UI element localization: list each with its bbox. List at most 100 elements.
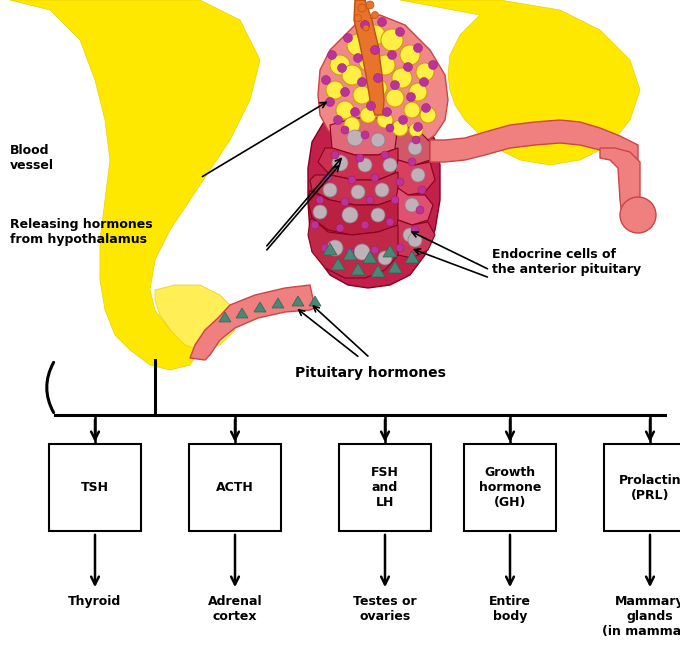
Circle shape	[369, 79, 387, 97]
FancyBboxPatch shape	[189, 444, 281, 531]
Circle shape	[361, 221, 369, 229]
Circle shape	[396, 244, 404, 252]
Circle shape	[413, 122, 422, 132]
Circle shape	[360, 20, 369, 29]
Circle shape	[428, 60, 437, 69]
Circle shape	[347, 34, 369, 56]
Polygon shape	[219, 312, 231, 322]
Polygon shape	[272, 298, 284, 308]
Circle shape	[371, 208, 385, 222]
Circle shape	[408, 141, 422, 155]
Circle shape	[367, 102, 375, 111]
Circle shape	[375, 55, 395, 75]
Polygon shape	[330, 118, 398, 155]
Circle shape	[354, 54, 362, 62]
Circle shape	[377, 18, 386, 26]
Circle shape	[396, 28, 405, 37]
Polygon shape	[190, 285, 315, 360]
Text: Thyroid: Thyroid	[69, 595, 122, 608]
Polygon shape	[354, 0, 384, 115]
Circle shape	[313, 205, 327, 219]
Circle shape	[390, 81, 400, 90]
Circle shape	[326, 81, 344, 99]
Polygon shape	[395, 125, 430, 165]
Polygon shape	[600, 148, 640, 215]
Polygon shape	[395, 160, 435, 195]
Circle shape	[418, 186, 426, 194]
Circle shape	[382, 107, 392, 117]
Polygon shape	[400, 0, 640, 165]
Circle shape	[337, 64, 347, 73]
FancyBboxPatch shape	[49, 444, 141, 531]
Text: Releasing hormones
from hypothalamus: Releasing hormones from hypothalamus	[10, 218, 152, 246]
Circle shape	[378, 251, 392, 265]
FancyBboxPatch shape	[464, 444, 556, 531]
Circle shape	[342, 207, 358, 223]
Circle shape	[396, 178, 404, 186]
Circle shape	[365, 25, 385, 45]
Circle shape	[388, 50, 396, 60]
Polygon shape	[10, 0, 260, 370]
Circle shape	[411, 226, 419, 234]
Circle shape	[326, 98, 335, 107]
Polygon shape	[308, 218, 398, 278]
Circle shape	[371, 174, 379, 182]
Circle shape	[358, 4, 366, 12]
Circle shape	[409, 123, 423, 137]
Text: Testes or
ovaries: Testes or ovaries	[353, 595, 417, 623]
Circle shape	[360, 107, 376, 123]
Polygon shape	[318, 148, 398, 180]
Text: Blood
vessel: Blood vessel	[10, 144, 54, 172]
Circle shape	[353, 86, 371, 104]
Circle shape	[341, 88, 350, 96]
Polygon shape	[371, 265, 385, 277]
Circle shape	[386, 89, 404, 107]
Circle shape	[371, 133, 385, 147]
Circle shape	[358, 158, 372, 172]
Circle shape	[341, 126, 349, 134]
Circle shape	[375, 183, 389, 197]
Circle shape	[392, 68, 412, 88]
Text: Adrenal
cortex: Adrenal cortex	[207, 595, 262, 623]
Polygon shape	[395, 188, 433, 225]
Circle shape	[420, 77, 428, 86]
Circle shape	[371, 246, 379, 254]
Circle shape	[332, 155, 348, 171]
Circle shape	[386, 124, 394, 132]
Circle shape	[328, 50, 337, 60]
Circle shape	[343, 33, 352, 43]
Text: Entire
body: Entire body	[489, 595, 531, 623]
Circle shape	[408, 233, 422, 247]
Polygon shape	[388, 261, 402, 273]
Circle shape	[381, 151, 389, 159]
Circle shape	[311, 221, 319, 229]
Polygon shape	[430, 120, 638, 168]
Circle shape	[346, 248, 354, 256]
Polygon shape	[318, 15, 448, 152]
Circle shape	[321, 244, 329, 252]
Circle shape	[407, 92, 415, 102]
Circle shape	[361, 131, 369, 139]
Text: Pituitary hormones: Pituitary hormones	[294, 366, 445, 380]
Circle shape	[348, 176, 356, 184]
Circle shape	[366, 196, 374, 204]
Circle shape	[391, 196, 399, 204]
FancyBboxPatch shape	[339, 444, 431, 531]
Circle shape	[331, 151, 339, 159]
Circle shape	[354, 244, 370, 260]
Polygon shape	[236, 308, 248, 318]
Text: Endocrine cells of
the anterior pituitary: Endocrine cells of the anterior pituitar…	[492, 248, 641, 276]
Circle shape	[620, 197, 656, 233]
Polygon shape	[155, 285, 235, 350]
Polygon shape	[254, 302, 266, 312]
Circle shape	[323, 183, 337, 197]
Circle shape	[366, 1, 374, 9]
Polygon shape	[309, 296, 321, 306]
Circle shape	[392, 120, 408, 136]
Circle shape	[341, 198, 349, 206]
Polygon shape	[292, 296, 304, 306]
Circle shape	[350, 107, 360, 117]
Polygon shape	[343, 248, 357, 260]
Circle shape	[403, 228, 417, 242]
Text: ACTH: ACTH	[216, 481, 254, 494]
